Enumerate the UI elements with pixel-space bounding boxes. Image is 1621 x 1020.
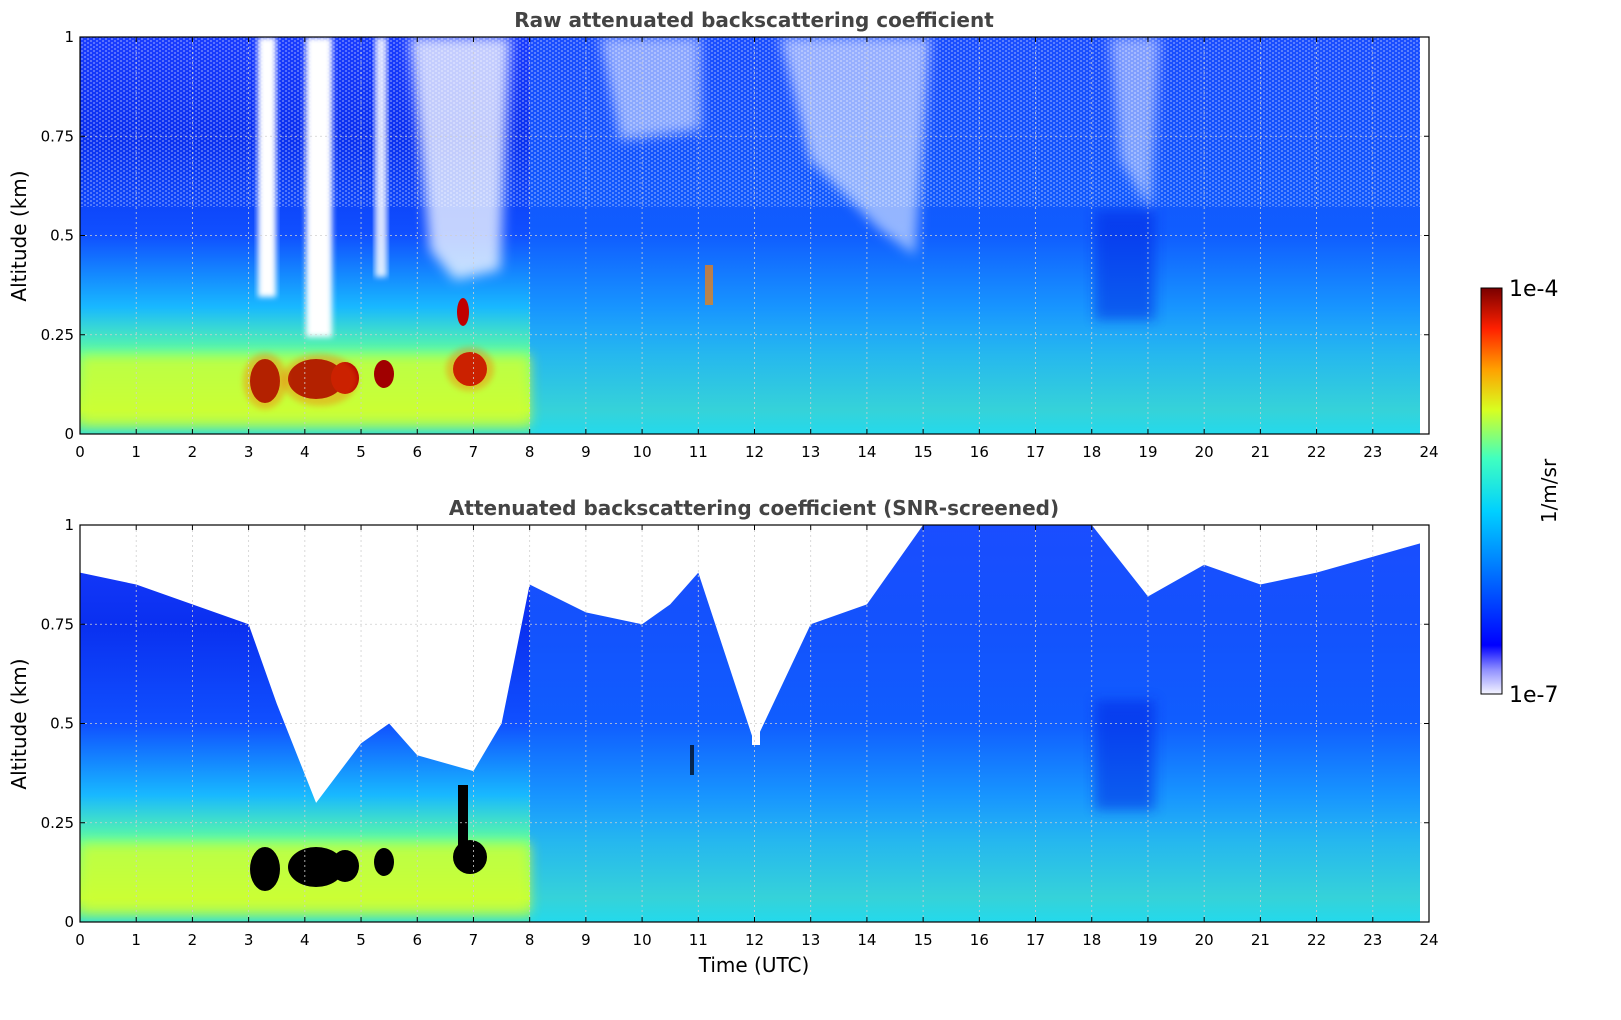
panel-screened-y-ticks: 0 0.25 0.5 0.75 1	[41, 516, 1429, 931]
x-tick-label: 24	[1419, 931, 1438, 949]
x-tick-label: 5	[356, 931, 366, 949]
x-tick-label: 2	[188, 443, 198, 461]
x-tick-label: 7	[469, 931, 479, 949]
x-tick-label: 1	[131, 443, 141, 461]
panel-screened-high-patches	[250, 785, 487, 891]
y-tick-label: 0.5	[50, 715, 74, 733]
x-tick-label: 12	[745, 443, 764, 461]
x-tick-label: 8	[525, 931, 535, 949]
x-tick-label: 20	[1195, 443, 1214, 461]
x-tick-label: 21	[1251, 931, 1270, 949]
y-tick-label: 1	[64, 516, 74, 534]
y-tick-label: 0	[64, 425, 74, 443]
x-tick-label: 4	[300, 443, 310, 461]
x-tick-label: 16	[970, 443, 989, 461]
x-tick-label: 17	[1026, 931, 1045, 949]
y-tick-label: 0.25	[41, 814, 74, 832]
colorbar-min-label: 1e-7	[1509, 683, 1558, 708]
x-tick-label: 23	[1363, 931, 1382, 949]
panel-raw-y-ticks: 0 0.25 0.5 0.75 1	[41, 28, 1429, 443]
x-tick-label: 17	[1026, 443, 1045, 461]
panel-screened-title: Attenuated backscattering coefficient (S…	[449, 496, 1059, 520]
x-tick-label: 3	[244, 443, 254, 461]
panel-screened-xlabel: Time (UTC)	[698, 953, 810, 977]
colorbar-bar	[1480, 287, 1503, 695]
x-tick-label: 11	[689, 931, 708, 949]
x-tick-label: 12	[745, 931, 764, 949]
y-tick-label: 0.75	[41, 615, 74, 633]
x-tick-label: 14	[857, 931, 876, 949]
y-tick-label: 0	[64, 913, 74, 931]
colorbar-max-label: 1e-4	[1509, 277, 1558, 302]
y-tick-label: 0.5	[50, 227, 74, 245]
colorbar-label: 1/m/sr	[1537, 458, 1561, 523]
y-tick-label: 0.25	[41, 326, 74, 344]
x-tick-label: 19	[1138, 931, 1157, 949]
x-tick-label: 20	[1195, 931, 1214, 949]
x-tick-label: 6	[412, 443, 422, 461]
x-tick-label: 1	[131, 931, 141, 949]
panel-raw-grid	[80, 37, 1429, 434]
x-tick-label: 21	[1251, 443, 1270, 461]
x-tick-label: 3	[244, 931, 254, 949]
panel-raw-high-patches	[243, 298, 494, 409]
x-tick-label: 22	[1307, 931, 1326, 949]
x-tick-label: 15	[914, 443, 933, 461]
x-tick-label: 10	[633, 443, 652, 461]
x-tick-label: 18	[1082, 443, 1101, 461]
x-tick-label: 5	[356, 443, 366, 461]
x-tick-label: 9	[581, 443, 591, 461]
x-tick-label: 22	[1307, 443, 1326, 461]
colorbar: 1e-4 1e-7 1/m/sr	[1480, 277, 1561, 708]
x-tick-label: 9	[581, 931, 591, 949]
x-tick-label: 13	[801, 931, 820, 949]
x-tick-label: 6	[412, 931, 422, 949]
x-tick-label: 13	[801, 443, 820, 461]
x-tick-label: 0	[75, 931, 85, 949]
x-tick-label: 16	[970, 931, 989, 949]
panel-screened: Attenuated backscattering coefficient (S…	[7, 496, 1439, 977]
panel-raw: Raw attenuated backscattering coefficien…	[7, 8, 1439, 461]
panel-screened-x-ticks: 0 1 2 3 4 5 6 7 8 9 10 11 12 13 14 15 16 17 18 19 20 21 22 23 24	[75, 525, 1439, 949]
panel-raw-title: Raw attenuated backscattering coefficien…	[514, 8, 994, 32]
x-tick-label: 0	[75, 443, 85, 461]
panel-raw-x-ticks: 0 1 2 3 4 5 6 7 8 9 10 11 12 13 14 15 16 17 18 19 20 21 22 23 24	[75, 37, 1439, 461]
x-tick-label: 11	[689, 443, 708, 461]
x-tick-label: 19	[1138, 443, 1157, 461]
x-tick-label: 14	[857, 443, 876, 461]
x-tick-label: 23	[1363, 443, 1382, 461]
x-tick-label: 8	[525, 443, 535, 461]
y-tick-label: 1	[64, 28, 74, 46]
y-tick-label: 0.75	[41, 127, 74, 145]
x-tick-label: 24	[1419, 443, 1438, 461]
x-tick-label: 4	[300, 931, 310, 949]
panel-screened-ylabel: Altitude (km)	[7, 658, 31, 789]
x-tick-label: 10	[633, 931, 652, 949]
x-tick-label: 7	[469, 443, 479, 461]
x-tick-label: 18	[1082, 931, 1101, 949]
panel-screened-grid	[80, 525, 1429, 922]
x-tick-label: 15	[914, 931, 933, 949]
panel-raw-ylabel: Altitude (km)	[7, 170, 31, 301]
x-tick-label: 2	[188, 931, 198, 949]
